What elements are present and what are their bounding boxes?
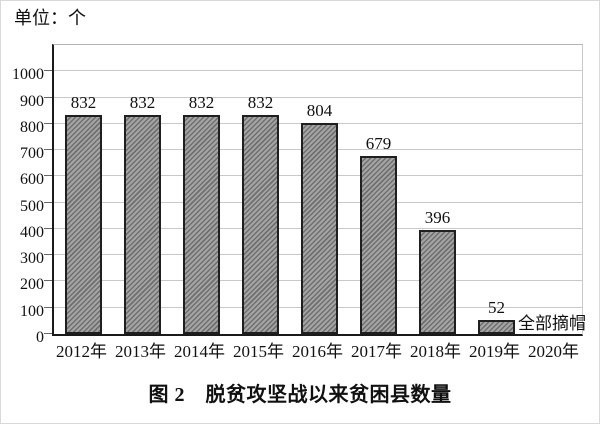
plot-area: 全部摘帽 832 832 832 832 804 679 396 52 — [44, 44, 586, 336]
bar-value-label: 679 — [365, 133, 392, 153]
gridline — [54, 70, 582, 72]
x-tick-label: 2019年 — [469, 342, 520, 361]
y-tick-label: 900 — [20, 92, 44, 110]
y-axis-tick — [44, 254, 52, 256]
y-axis-tick — [44, 333, 52, 334]
unit-label: 单位：个 — [14, 8, 86, 28]
bar-value-label: 832 — [129, 93, 156, 113]
annotation-label: 全部摘帽 — [518, 314, 586, 333]
bar-value-label: 832 — [247, 93, 274, 113]
figure-caption: 图 2 脱贫攻坚战以来贫困县数量 — [148, 384, 452, 406]
y-tick-label: 600 — [20, 171, 44, 189]
x-tick-label: 2018年 — [410, 342, 461, 361]
y-tick-label: 1000 — [12, 66, 44, 84]
y-axis-tick — [44, 175, 52, 177]
x-tick-label: 2013年 — [115, 342, 166, 361]
x-tick-label: 2020年 — [528, 342, 579, 361]
y-axis-tick — [44, 201, 52, 203]
x-tick-label: 2017年 — [351, 342, 402, 361]
bar-value-label: 832 — [188, 93, 215, 113]
bar — [301, 122, 338, 334]
x-tick-label: 2014年 — [174, 342, 225, 361]
y-axis-tick — [44, 280, 52, 282]
bar — [419, 229, 456, 334]
y-tick-label: 100 — [20, 302, 44, 320]
y-axis-labels: 0 100 200 300 400 500 600 700 800 900 1000 — [1, 44, 44, 346]
bar-value-label: 832 — [70, 93, 97, 113]
x-tick-label: 2016年 — [292, 342, 343, 361]
x-axis-labels: 2012年 2013年 2014年 2015年 2016年 2017年 2018年 2019年… — [52, 342, 583, 364]
y-tick-label: 500 — [20, 197, 44, 215]
bar — [65, 115, 102, 334]
y-axis-tick — [44, 306, 52, 308]
bar-value-label: 52 — [488, 298, 505, 318]
bar-value-label: 804 — [306, 100, 333, 120]
y-tick-label: 0 — [36, 329, 44, 346]
bar — [183, 115, 220, 334]
y-tick-label: 800 — [20, 118, 44, 136]
bar-value-label: 396 — [424, 207, 451, 227]
y-axis-tick — [44, 227, 52, 229]
y-tick-label: 400 — [20, 223, 44, 241]
bar — [124, 115, 161, 334]
x-tick-label: 2012年 — [56, 342, 107, 361]
y-tick-label: 700 — [20, 145, 44, 163]
y-axis-tick — [44, 70, 52, 72]
y-axis-tick — [44, 122, 52, 124]
y-axis-tick — [44, 96, 52, 98]
gridline — [54, 96, 582, 98]
y-tick-label: 300 — [20, 250, 44, 268]
y-axis-tick — [44, 149, 52, 151]
y-tick-label: 200 — [20, 276, 44, 294]
bar — [242, 115, 279, 334]
bar — [360, 155, 397, 334]
bar — [478, 320, 515, 334]
x-tick-label: 2015年 — [233, 342, 284, 361]
